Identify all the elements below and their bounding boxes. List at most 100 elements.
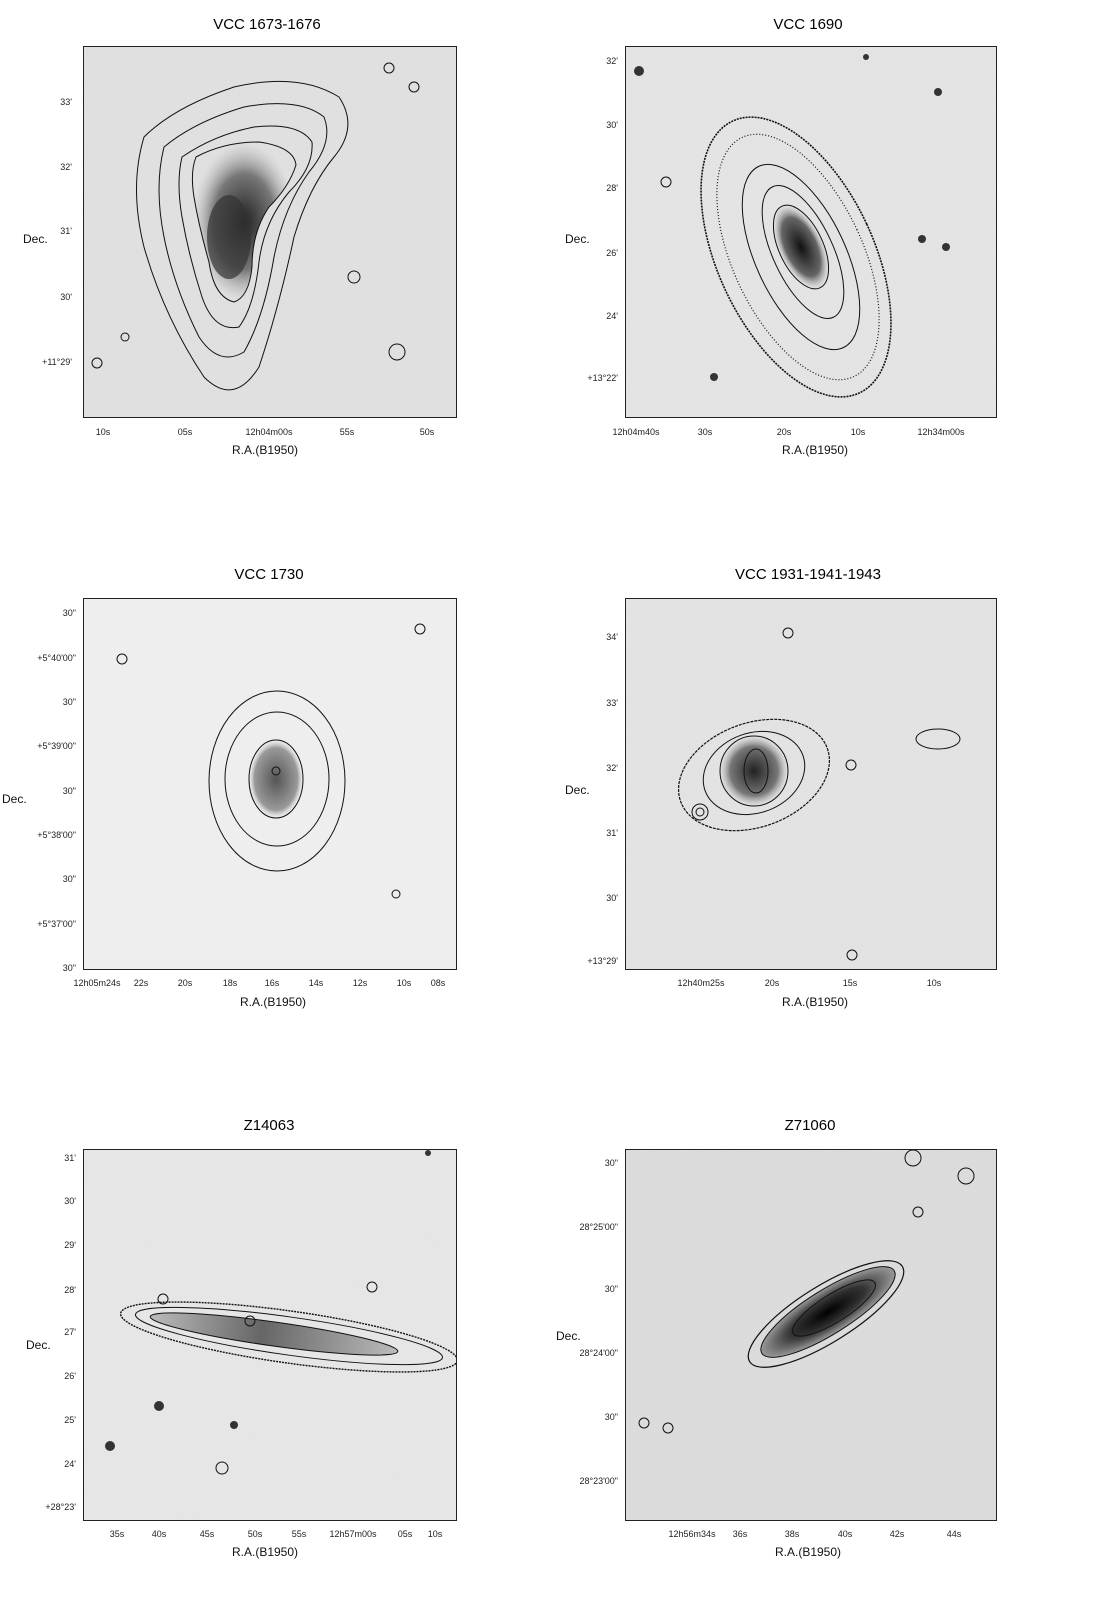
y-axis-label: Dec. xyxy=(2,792,27,806)
y-tick: 29' xyxy=(64,1240,76,1250)
x-tick: 10s xyxy=(396,978,412,988)
x-axis-label: R.A.(B1950) xyxy=(240,995,307,1009)
x-tick: 10s xyxy=(850,427,866,437)
x-tick: 50s xyxy=(247,1529,263,1539)
x-tick: 12s xyxy=(352,978,368,988)
y-axis-label: Dec. xyxy=(556,1329,581,1343)
galaxy-image-frame xyxy=(625,598,997,970)
x-tick: 12h56m34s xyxy=(668,1529,716,1539)
x-tick: 12h04m00s xyxy=(245,427,293,437)
y-tick: +13°22' xyxy=(587,373,618,383)
x-tick: 40s xyxy=(837,1529,853,1539)
x-tick: 20s xyxy=(764,978,780,988)
galaxy-image xyxy=(626,599,996,969)
x-tick: 18s xyxy=(222,978,238,988)
y-tick: 31' xyxy=(606,828,618,838)
y-tick: 30' xyxy=(606,120,618,130)
x-tick: 14s xyxy=(308,978,324,988)
galaxy-image xyxy=(84,1150,456,1520)
y-tick: +5°37'00" xyxy=(37,919,76,929)
y-tick: 33' xyxy=(60,97,72,107)
y-tick: 24' xyxy=(606,311,618,321)
y-axis-label: Dec. xyxy=(26,1338,51,1352)
y-tick: +5°40'00" xyxy=(37,653,76,663)
y-tick: +11°29' xyxy=(42,357,72,367)
x-tick: 38s xyxy=(784,1529,800,1539)
y-tick: 28' xyxy=(606,183,618,193)
galaxy-image-frame xyxy=(83,1149,457,1521)
galaxy-image xyxy=(626,1150,996,1520)
y-tick: 30" xyxy=(62,963,76,973)
y-tick: 30" xyxy=(62,874,76,884)
x-tick: 30s xyxy=(697,427,713,437)
galaxy-image-frame xyxy=(625,1149,997,1521)
x-tick: 12h57m00s xyxy=(329,1529,377,1539)
y-tick: 27' xyxy=(64,1327,76,1337)
x-tick: 35s xyxy=(109,1529,125,1539)
x-tick: 12h34m00s xyxy=(917,427,965,437)
panel-title: VCC 1690 xyxy=(773,16,843,33)
y-tick: 30" xyxy=(62,697,76,707)
y-tick: 28°24'00" xyxy=(579,1348,618,1358)
x-tick: 05s xyxy=(177,427,193,437)
x-tick: 15s xyxy=(842,978,858,988)
y-tick: 31' xyxy=(64,1153,76,1163)
y-tick: 30" xyxy=(604,1158,618,1168)
y-tick: 28°25'00" xyxy=(579,1222,618,1232)
panel-title: VCC 1931-1941-1943 xyxy=(735,566,881,583)
y-tick: 32' xyxy=(606,763,618,773)
y-tick: 24' xyxy=(64,1459,76,1469)
y-tick: 32' xyxy=(606,56,618,66)
y-tick: +13°29' xyxy=(587,956,618,966)
panel-title: Z71060 xyxy=(784,1117,836,1134)
y-tick: 30' xyxy=(60,292,72,302)
x-tick: 55s xyxy=(339,427,355,437)
y-tick: 30" xyxy=(604,1284,618,1294)
y-tick: 26' xyxy=(64,1371,76,1381)
y-tick: 28°23'00" xyxy=(579,1476,618,1486)
panel-title: Z14063 xyxy=(243,1117,295,1134)
x-axis-label: R.A.(B1950) xyxy=(782,995,849,1009)
galaxy-image-frame xyxy=(83,598,457,970)
x-tick: 44s xyxy=(946,1529,962,1539)
y-tick: 34' xyxy=(606,632,618,642)
y-tick: 26' xyxy=(606,248,618,258)
galaxy-image xyxy=(84,599,456,969)
y-axis-label: Dec. xyxy=(23,232,48,246)
panel-title: VCC 1730 xyxy=(234,566,304,583)
y-tick: 30" xyxy=(604,1412,618,1422)
y-tick: 31' xyxy=(60,226,72,236)
x-tick: 10s xyxy=(926,978,942,988)
x-tick: 36s xyxy=(732,1529,748,1539)
x-tick: 42s xyxy=(889,1529,905,1539)
x-tick: 45s xyxy=(199,1529,215,1539)
galaxy-image-frame xyxy=(625,46,997,418)
y-tick: 30' xyxy=(64,1196,76,1206)
x-tick: 12h04m40s xyxy=(612,427,660,437)
y-tick: 32' xyxy=(60,162,72,172)
x-tick: 50s xyxy=(419,427,435,437)
x-axis-label: R.A.(B1950) xyxy=(232,443,299,457)
x-axis-label: R.A.(B1950) xyxy=(775,1545,842,1559)
x-tick: 20s xyxy=(177,978,193,988)
y-tick: 30' xyxy=(606,893,618,903)
x-tick: 22s xyxy=(133,978,149,988)
x-tick: 10s xyxy=(95,427,111,437)
x-tick: 10s xyxy=(427,1529,443,1539)
y-axis-label: Dec. xyxy=(565,232,590,246)
y-tick: 28' xyxy=(64,1285,76,1295)
x-axis-label: R.A.(B1950) xyxy=(782,443,849,457)
y-tick: 33' xyxy=(606,698,618,708)
x-tick: 08s xyxy=(430,978,446,988)
galaxy-image-frame xyxy=(83,46,457,418)
y-tick: 30" xyxy=(62,786,76,796)
x-tick: 05s xyxy=(397,1529,413,1539)
y-axis-label: Dec. xyxy=(565,783,590,797)
x-axis-label: R.A.(B1950) xyxy=(232,1545,299,1559)
galaxy-image xyxy=(626,47,996,417)
x-tick: 16s xyxy=(264,978,280,988)
y-tick: +28°23' xyxy=(45,1502,76,1512)
x-tick: 40s xyxy=(151,1529,167,1539)
y-tick: 30" xyxy=(62,608,76,618)
galaxy-image xyxy=(84,47,456,417)
